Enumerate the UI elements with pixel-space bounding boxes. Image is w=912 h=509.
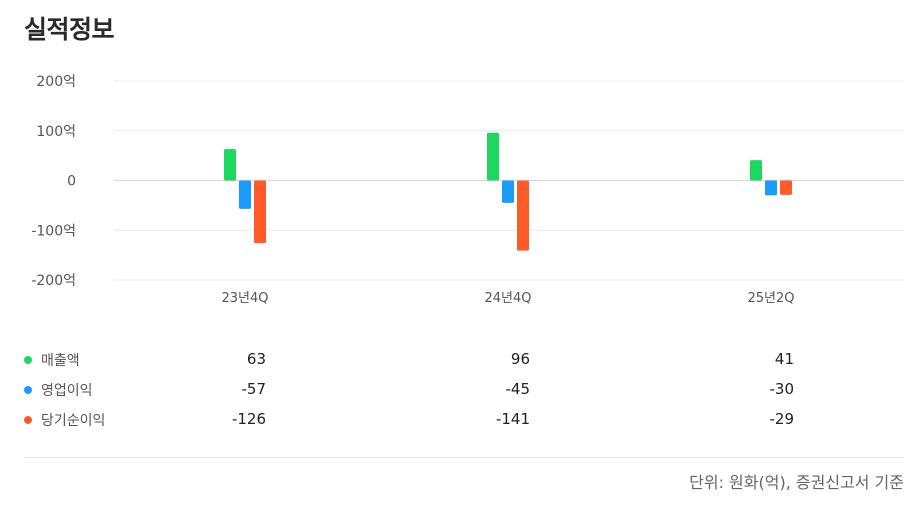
table-row: 당기순이익 -126 -141 -29: [24, 406, 904, 436]
table-cell: 96: [510, 350, 530, 368]
bar-당기순이익-23년4Q[interactable]: [254, 180, 266, 244]
bar-매출액-25년2Q[interactable]: [750, 160, 762, 181]
x-axis-labels: 23년4Q 24년4Q 25년2Q: [221, 291, 794, 306]
bar-당기순이익-24년4Q[interactable]: [517, 180, 529, 251]
table-cell: 63: [246, 350, 266, 368]
y-tick-label: 100억: [36, 124, 76, 140]
row-label: 당기순이익: [41, 413, 106, 429]
bar-매출액-24년4Q[interactable]: [487, 132, 499, 181]
performance-bar-chart: 200억 100억 0 -100억 -200억 23년4Q 24년4Q 25년2Q: [31, 74, 904, 306]
bar-당기순이익-25년2Q[interactable]: [780, 180, 792, 195]
bar-영업이익-25년2Q[interactable]: [765, 180, 777, 196]
series-color-dot: [24, 416, 32, 424]
row-label: 영업이익: [41, 383, 93, 399]
table-cell: -29: [769, 410, 795, 428]
table-cell: -126: [231, 410, 266, 428]
bars: [224, 132, 792, 251]
bar-영업이익-24년4Q[interactable]: [502, 180, 514, 203]
y-tick-label: -100억: [31, 223, 76, 239]
data-table: 매출액 63 96 41 영업이익 -57 -45 -30 당기순이익 -126…: [24, 346, 904, 436]
y-tick-label: 200억: [36, 74, 76, 90]
table-cell: 41: [774, 350, 794, 368]
y-tick-label: -200억: [31, 273, 76, 289]
x-category-label: 24년4Q: [484, 291, 531, 306]
x-category-label: 23년4Q: [221, 291, 268, 306]
table-cell: -141: [495, 410, 530, 428]
table-row: 매출액 63 96 41: [24, 346, 904, 376]
table-cell: -30: [769, 380, 795, 398]
row-label: 매출액: [41, 353, 80, 369]
page-title: 실적정보: [24, 15, 115, 44]
table-row: 영업이익 -57 -45 -30: [24, 376, 904, 406]
series-color-dot: [24, 356, 32, 364]
bar-매출액-23년4Q[interactable]: [224, 149, 236, 181]
table-cell: -45: [505, 380, 531, 398]
bar-영업이익-23년4Q[interactable]: [239, 180, 251, 209]
y-axis-labels: 200억 100억 0 -100억 -200억: [31, 74, 76, 289]
table-cell: -57: [241, 380, 267, 398]
unit-note: 단위: 원화(억), 증권신고서 기준: [689, 473, 904, 492]
divider: [24, 457, 904, 458]
series-color-dot: [24, 386, 32, 394]
y-tick-label: 0: [67, 174, 76, 190]
x-category-label: 25년2Q: [747, 291, 794, 306]
